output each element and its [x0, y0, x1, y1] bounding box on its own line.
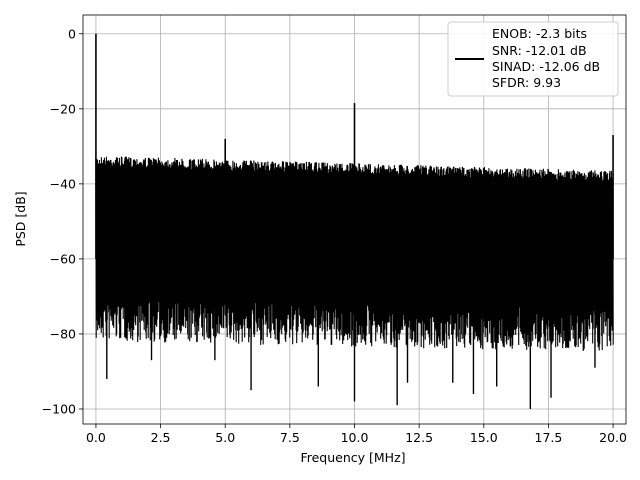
x-tick-label: 10.0 [341, 430, 369, 445]
x-axis-label: Frequency [MHz] [300, 450, 405, 465]
y-tick-label: −20 [50, 101, 76, 116]
legend-enob: ENOB: -2.3 bits [492, 26, 587, 41]
y-tick-label: −100 [42, 401, 76, 416]
psd-series [95, 33, 614, 409]
legend: ENOB: -2.3 bits SNR: -12.01 dB SINAD: -1… [447, 21, 619, 97]
x-tick-label: 5.0 [215, 430, 235, 445]
y-axis-label: PSD [dB] [13, 191, 28, 246]
y-tick-label: −80 [50, 326, 76, 341]
x-tick-label: 20.0 [599, 430, 627, 445]
y-tick-label: 0 [68, 26, 76, 41]
y-tick-label: −40 [50, 176, 76, 191]
x-tick-label: 0.0 [86, 430, 106, 445]
legend-snr: SNR: -12.01 dB [492, 43, 587, 58]
legend-sfdr: SFDR: 9.93 [492, 75, 561, 90]
legend-box [447, 21, 619, 97]
x-tick-label: 12.5 [405, 430, 433, 445]
x-tick-label: 7.5 [280, 430, 300, 445]
x-tick-label: 17.5 [535, 430, 563, 445]
x-tick-label: 2.5 [151, 430, 171, 445]
x-tick-label: 15.0 [470, 430, 498, 445]
y-ticks: 0 −20 −40 −60 −80 −100 [42, 26, 83, 416]
x-ticks: 0.0 2.5 5.0 7.5 10.0 12.5 15.0 17.5 20.0 [86, 424, 627, 445]
legend-sinad: SINAD: -12.06 dB [492, 59, 600, 74]
y-tick-label: −60 [50, 251, 76, 266]
